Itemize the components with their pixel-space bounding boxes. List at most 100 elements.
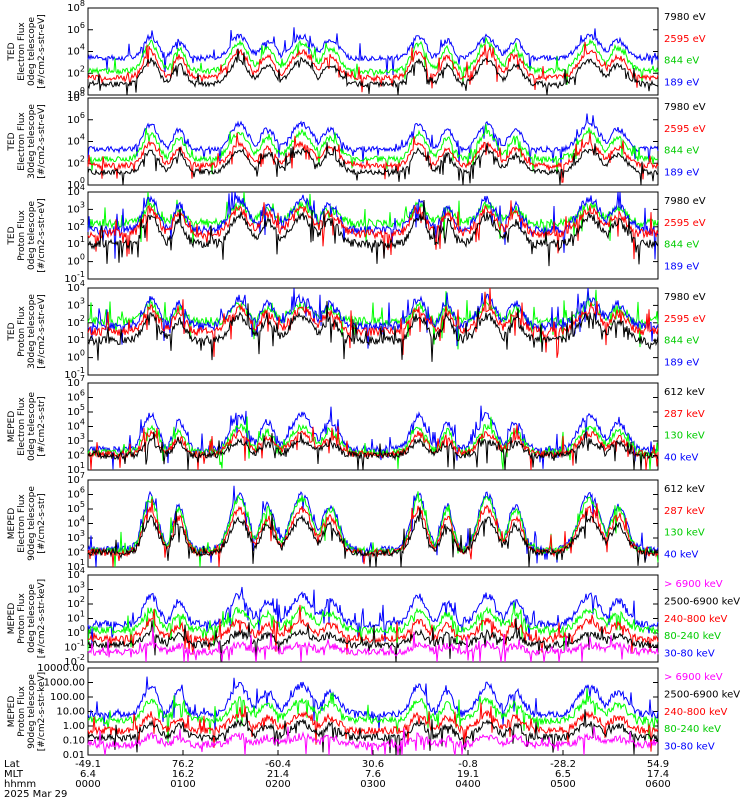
series-line (87, 113, 659, 165)
series-line (87, 586, 659, 645)
legend-entry: 40 keV (664, 452, 698, 463)
x-tick-time: 0300 (360, 779, 385, 790)
y-tick-label: 100 (67, 176, 85, 191)
series-line (87, 132, 659, 183)
y-tick-label: 108 (67, 0, 85, 14)
panel-2: 100 102 104 106 108 TEDElectron Flux30deg tel… (7, 89, 706, 191)
series-line (87, 626, 659, 663)
series-line (87, 48, 659, 96)
x-tick-lat: 54.9 (647, 759, 669, 770)
y-tick-label: 102 (67, 447, 85, 462)
y-tick-label: 100 (67, 253, 85, 268)
series-line (87, 431, 659, 471)
x-row-label: hhmm (4, 779, 36, 790)
y-tick-label: 104 (67, 183, 85, 198)
x-tick-lat: -49.1 (75, 759, 101, 770)
panel-frame (87, 97, 659, 186)
y-tick-label: 106 (67, 389, 85, 404)
series-line (87, 702, 659, 752)
y-tick-label: 105 (67, 500, 85, 515)
series-line (87, 27, 659, 76)
x-tick-time: 0100 (170, 779, 195, 790)
y-tick-label: 10-2 (64, 653, 85, 668)
series-line (87, 124, 659, 174)
y-axis-label: MEPEDElectron Flux90deg telescope[#/cm2-… (7, 486, 47, 561)
y-tick-label: 102 (67, 218, 85, 233)
y-tick-label: 106 (67, 486, 85, 501)
legend-entry: 240-800 keV (664, 614, 728, 625)
x-tick-time: 0000 (75, 779, 100, 790)
legend-entry: 844 eV (664, 240, 699, 251)
legend-entry: 612 keV (664, 387, 705, 398)
y-tick-label: 103 (67, 581, 85, 596)
x-tick-mlt: 16.2 (172, 769, 194, 780)
legend-entry: 2595 eV (664, 218, 706, 229)
legend-entry: > 6900 keV (664, 579, 723, 590)
y-tick-label: 103 (67, 296, 85, 311)
y-tick-label: 10-1 (64, 639, 85, 654)
x-tick-lat: 30.6 (362, 759, 384, 770)
y-tick-label: 100.00 (50, 692, 85, 703)
y-axis-label: TEDProton Flux30deg telescope[#/cm2-s-st… (7, 294, 47, 369)
x-tick-mlt: 7.6 (365, 769, 381, 780)
y-axis-label: TEDProton Flux0deg telescope[#/cm2-s-str… (7, 198, 47, 273)
y-tick-label: 102 (67, 595, 85, 610)
y-tick-label: 101 (67, 331, 85, 346)
legend-entry: 30-80 keV (664, 742, 715, 753)
legend-entry: 844 eV (664, 146, 699, 157)
x-tick-lat: -0.8 (458, 759, 478, 770)
y-tick-label: 102 (67, 544, 85, 559)
y-axis-label: TEDElectron Flux0deg telescope[#/cm2-s-s… (7, 14, 47, 89)
series-line (87, 200, 659, 260)
y-tick-label: 102 (67, 314, 85, 329)
legend-entry: 7980 eV (664, 12, 706, 23)
y-tick-label: 1000.00 (44, 678, 85, 689)
y-tick-label: 104 (67, 133, 85, 148)
legend-entry: 844 eV (664, 336, 699, 347)
legend-entry: 2595 eV (664, 34, 706, 45)
legend-entry: > 6900 keV (664, 672, 723, 683)
series-line (87, 602, 659, 652)
series-line (87, 726, 659, 756)
y-tick-label: 0.10 (63, 736, 85, 747)
legend-entry: 240-800 keV (664, 707, 728, 718)
x-tick-mlt: 6.5 (555, 769, 571, 780)
series-line (87, 617, 659, 663)
y-tick-label: 104 (67, 43, 85, 58)
date-label: 2025 Mar 29 (4, 789, 67, 800)
y-tick-label: 101 (67, 558, 85, 573)
legend-entry: 287 keV (664, 409, 705, 420)
legend-entry: 189 eV (664, 167, 699, 178)
y-tick-label: 103 (67, 200, 85, 215)
x-tick-time: 0400 (455, 779, 480, 790)
x-tick-lat: -60.4 (265, 759, 291, 770)
legend-entry: 287 keV (664, 506, 705, 517)
y-axis-label: TEDElectron Flux30deg telescope[#/cm2-s-… (7, 104, 47, 179)
series-line (87, 405, 659, 470)
y-tick-label: 106 (67, 21, 85, 36)
y-tick-label: 10.00 (56, 707, 85, 718)
y-tick-label: 1.00 (63, 721, 85, 732)
series-line (87, 688, 659, 743)
x-tick-lat: 76.2 (172, 759, 194, 770)
x-tick-mlt: 19.1 (457, 769, 479, 780)
y-tick-label: 104 (67, 515, 85, 530)
legend-entry: 30-80 keV (664, 649, 715, 660)
series-line (87, 142, 659, 186)
x-tick-time: 0600 (645, 779, 670, 790)
y-tick-label: 103 (67, 432, 85, 447)
legend-entry: 844 eV (664, 56, 699, 67)
y-tick-label: 104 (67, 418, 85, 433)
series-line (87, 287, 659, 358)
panel-8: 0.01 0.10 1.00 10.00 100.00 1000.00 10000.00ME… (7, 663, 740, 761)
y-tick-label: 102 (67, 64, 85, 79)
legend-entry: 130 keV (664, 528, 705, 539)
y-tick-label: 101 (67, 235, 85, 250)
y-tick-label: 104 (67, 566, 85, 581)
y-tick-label: 101 (67, 610, 85, 625)
legend-entry: 7980 eV (664, 196, 706, 207)
series-line (87, 301, 659, 362)
